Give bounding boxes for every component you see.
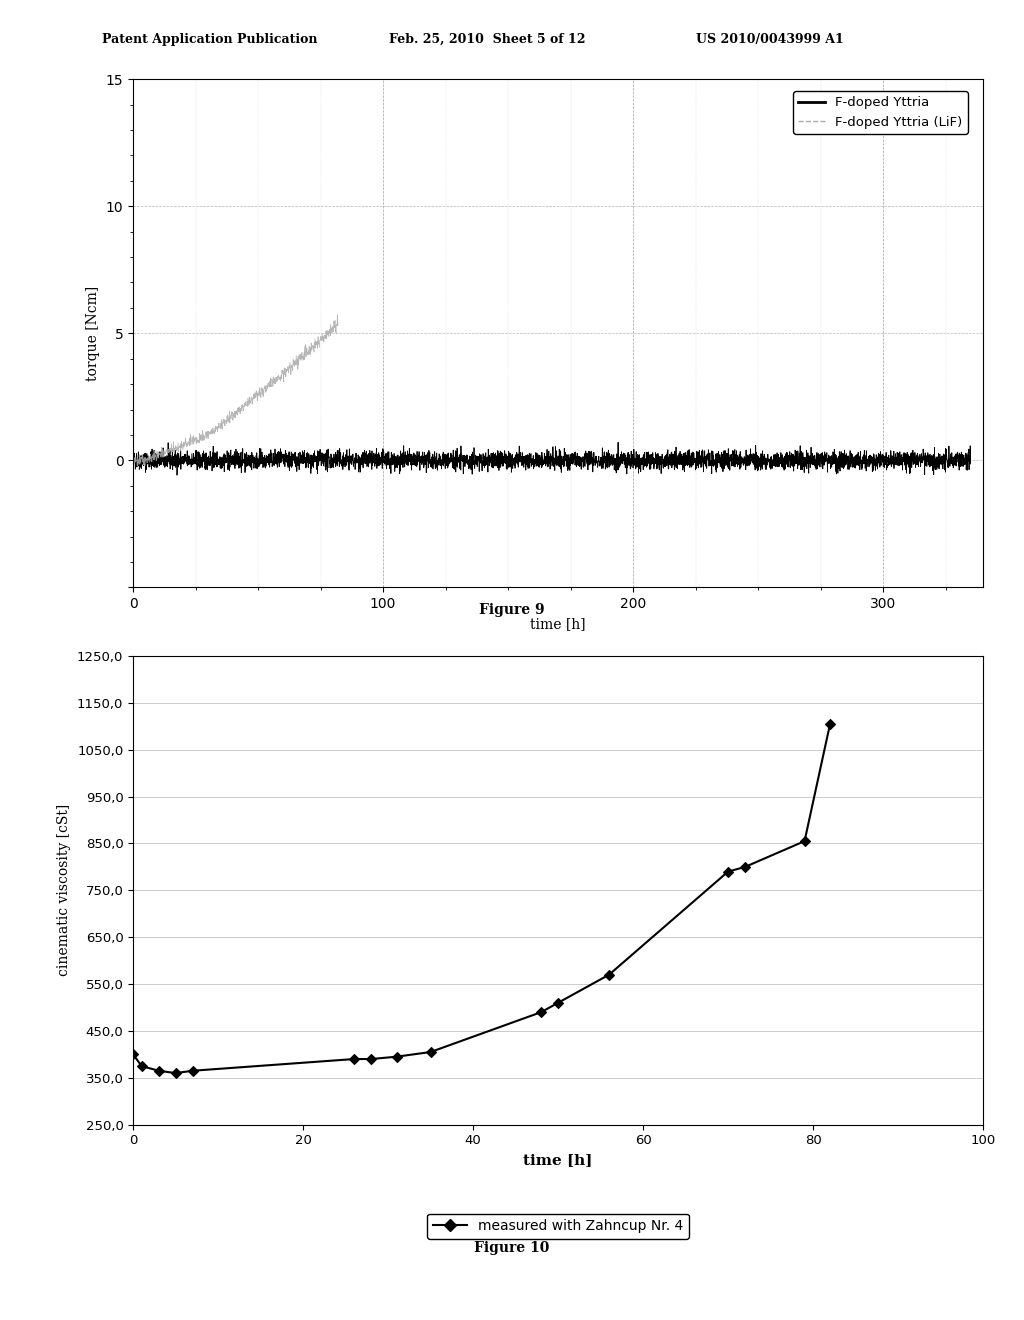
X-axis label: time [h]: time [h] — [523, 1152, 593, 1167]
Y-axis label: cinematic viscosity [cSt]: cinematic viscosity [cSt] — [57, 804, 72, 977]
Text: Figure 9: Figure 9 — [479, 603, 545, 618]
Text: Feb. 25, 2010  Sheet 5 of 12: Feb. 25, 2010 Sheet 5 of 12 — [389, 33, 586, 46]
Text: Figure 10: Figure 10 — [474, 1241, 550, 1255]
Legend: measured with Zahncup Nr. 4: measured with Zahncup Nr. 4 — [427, 1213, 689, 1238]
Text: Patent Application Publication: Patent Application Publication — [102, 33, 317, 46]
Legend: F-doped Yttria, F-doped Yttria (LiF): F-doped Yttria, F-doped Yttria (LiF) — [794, 91, 968, 135]
Y-axis label: torque [Ncm]: torque [Ncm] — [86, 285, 100, 381]
Text: US 2010/0043999 A1: US 2010/0043999 A1 — [696, 33, 844, 46]
X-axis label: time [h]: time [h] — [530, 616, 586, 631]
